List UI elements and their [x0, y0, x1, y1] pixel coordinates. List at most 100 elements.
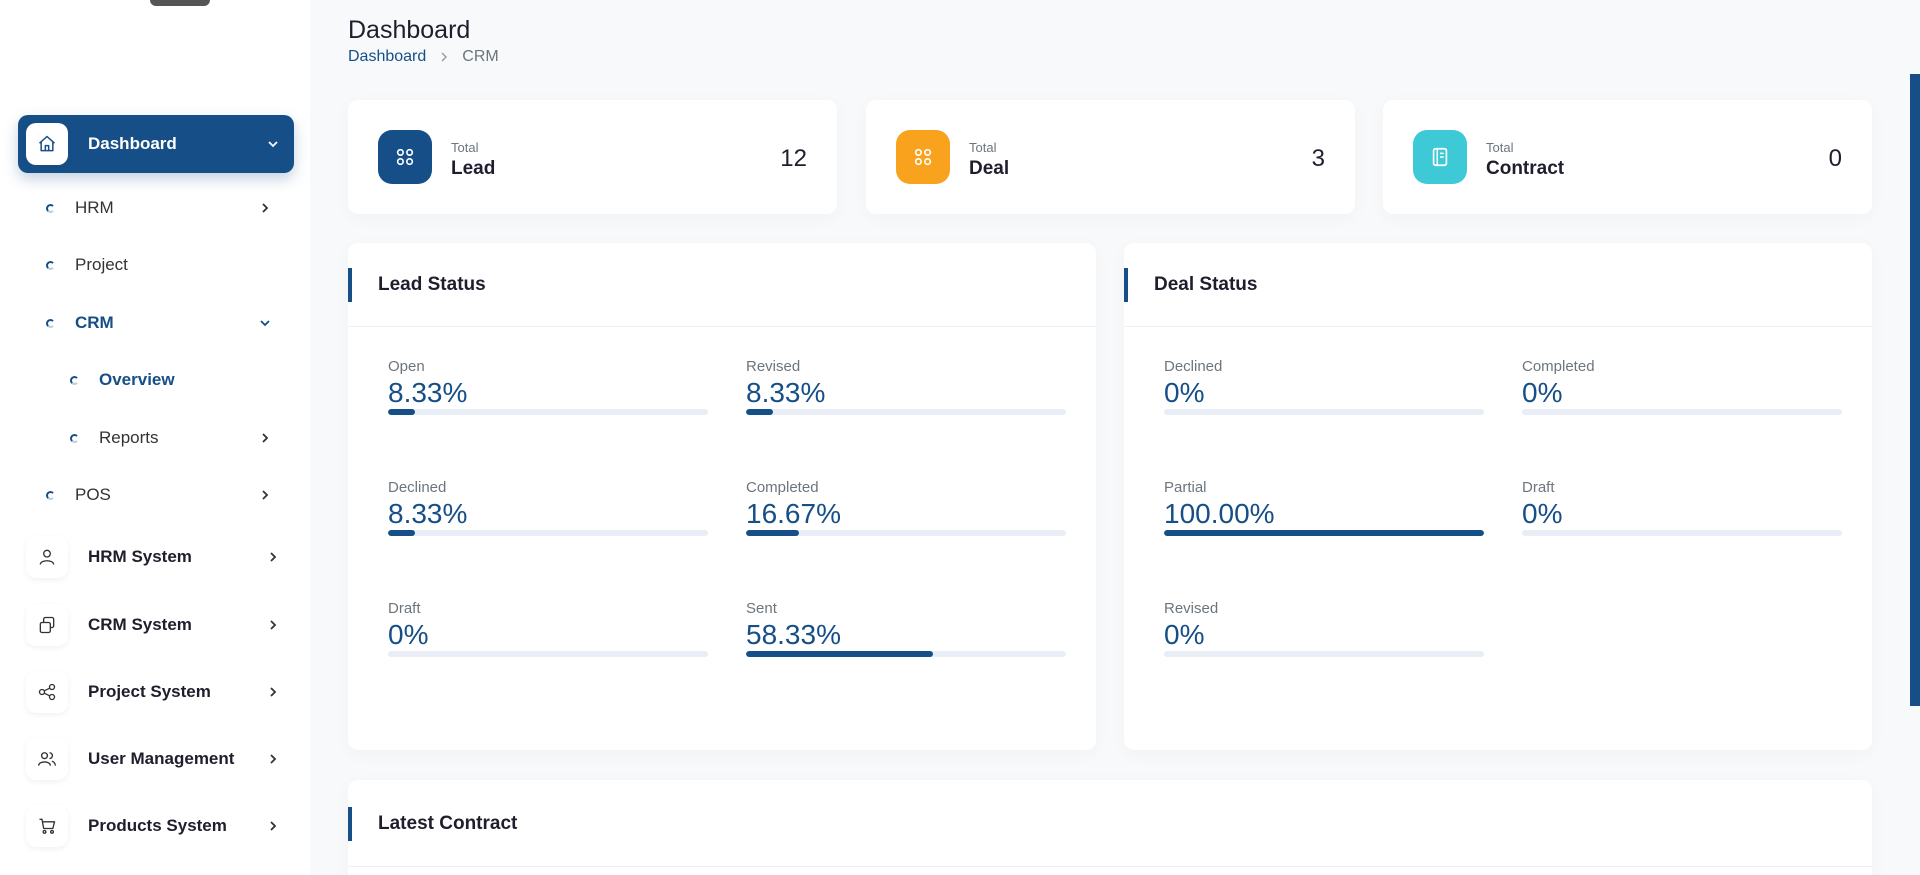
progress-bar: [746, 530, 1066, 536]
progress-fill: [388, 530, 415, 536]
progress-bar: [746, 651, 1066, 657]
metric-value: 8.33%: [746, 377, 826, 408]
sidebar-item-pos[interactable]: POS: [46, 475, 286, 515]
metric-value: 8.33%: [388, 498, 468, 529]
progress-bar: [746, 409, 1066, 415]
bullet-icon: [46, 203, 55, 213]
progress-bar: [388, 530, 708, 536]
sidebar-item-label: Dashboard: [88, 134, 177, 153]
page-title: Dashboard: [348, 16, 471, 44]
metric-value: 100.00%: [1164, 498, 1275, 529]
metric-label: Partial: [1164, 479, 1207, 496]
sidebar-item-project-system[interactable]: Project System: [18, 663, 294, 721]
metric-draft: Draft 0%: [388, 600, 708, 657]
metric-value: 8.33%: [388, 377, 468, 408]
logo: [150, 0, 210, 6]
chevron-right-icon: [258, 431, 272, 445]
sidebar-item-crm-system[interactable]: CRM System: [18, 596, 294, 654]
breadcrumb: Dashboard CRM: [348, 48, 499, 66]
chevron-right-icon: [266, 550, 280, 564]
sidebar-item-label: CRM: [75, 313, 114, 332]
stat-label: Lead: [451, 158, 496, 179]
chevron-down-icon: [258, 316, 272, 330]
progress-fill: [746, 651, 933, 657]
panel-title: Lead Status: [378, 274, 486, 295]
chevron-right-icon: [258, 488, 272, 502]
sidebar-item-reports[interactable]: Reports: [70, 418, 286, 458]
metric-sent: Sent 58.33%: [746, 600, 1066, 657]
metric-label: Declined: [1164, 358, 1223, 375]
sidebar-item-label: Project: [75, 255, 128, 274]
sidebar-item-label: User Management: [88, 749, 235, 768]
sidebar-item-dashboard[interactable]: Dashboard: [18, 115, 294, 173]
metric-draft: Draft 0%: [1522, 479, 1842, 536]
stat-caption: Total: [1486, 140, 1514, 155]
panel-accent: [1124, 268, 1128, 302]
metric-value: 0%: [1522, 377, 1563, 408]
panel-title: Latest Contract: [378, 813, 518, 834]
metric-declined: Declined 8.33%: [388, 479, 708, 536]
cart-icon: [26, 805, 68, 847]
panel-header: Lead Status: [348, 243, 1096, 327]
stat-label: Contract: [1486, 158, 1565, 179]
contract-icon: [1413, 130, 1467, 184]
sidebar-item-label: CRM System: [88, 615, 192, 634]
progress-bar: [1164, 530, 1484, 536]
stat-caption: Total: [451, 140, 479, 155]
metric-label: Open: [388, 358, 425, 375]
breadcrumb-link-dashboard[interactable]: Dashboard: [348, 48, 427, 65]
metric-label: Revised: [746, 358, 801, 375]
sidebar-item-products-system[interactable]: Products System: [18, 797, 294, 855]
metric-completed: Completed 0%: [1522, 358, 1842, 415]
chevron-right-icon: [266, 819, 280, 833]
progress-fill: [746, 409, 773, 415]
sidebar-item-hrm[interactable]: HRM: [46, 188, 286, 228]
progress-bar: [388, 409, 708, 415]
metric-partial: Partial 100.00%: [1164, 479, 1484, 536]
sidebar: Dashboard HRM Project CRM Overview Repor…: [0, 0, 310, 875]
divider: [348, 866, 1872, 867]
metric-completed: Completed 16.67%: [746, 479, 1066, 536]
metric-label: Sent: [746, 600, 777, 617]
chevron-right-icon: [266, 618, 280, 632]
progress-bar: [388, 651, 708, 657]
share-icon: [26, 671, 68, 713]
scrollbar[interactable]: [1910, 74, 1920, 706]
panel-title: Deal Status: [1154, 274, 1258, 295]
metric-value: 0%: [388, 619, 429, 650]
progress-bar: [1164, 651, 1484, 657]
sidebar-item-label: HRM System: [88, 547, 192, 566]
stat-value: 12: [780, 145, 807, 172]
chevron-right-icon: [266, 752, 280, 766]
stat-card-lead: Total Lead 12: [348, 100, 837, 214]
bullet-icon: [70, 433, 79, 443]
panel-accent: [348, 268, 352, 302]
sidebar-item-hrm-system[interactable]: HRM System: [18, 528, 294, 586]
metric-label: Declined: [388, 479, 447, 496]
chevron-right-icon: [438, 51, 450, 63]
sidebar-item-user-management[interactable]: User Management: [18, 730, 294, 788]
sidebar-item-label: Overview: [99, 370, 175, 389]
bullet-icon: [46, 260, 55, 270]
progress-fill: [388, 409, 415, 415]
panel-accent: [348, 807, 352, 841]
metric-label: Draft: [388, 600, 421, 617]
users-icon: [26, 738, 68, 780]
stat-caption: Total: [969, 140, 997, 155]
metric-value: 0%: [1164, 619, 1205, 650]
metric-revised: Revised 8.33%: [746, 358, 1066, 415]
sidebar-item-crm[interactable]: CRM: [46, 303, 286, 343]
grid-icon: [378, 130, 432, 184]
grid-icon: [896, 130, 950, 184]
sidebar-item-project[interactable]: Project: [46, 245, 286, 285]
breadcrumb-current: CRM: [462, 48, 499, 65]
sidebar-item-overview[interactable]: Overview: [70, 360, 286, 400]
deal-status-panel: Deal Status Declined 0% Completed 0% Par…: [1124, 243, 1872, 750]
metric-value: 0%: [1164, 377, 1205, 408]
metric-value: 58.33%: [746, 619, 841, 650]
metric-label: Draft: [1522, 479, 1555, 496]
metric-declined: Declined 0%: [1164, 358, 1484, 415]
metric-label: Completed: [1522, 358, 1595, 375]
metric-value: 0%: [1522, 498, 1563, 529]
home-icon: [26, 123, 68, 165]
